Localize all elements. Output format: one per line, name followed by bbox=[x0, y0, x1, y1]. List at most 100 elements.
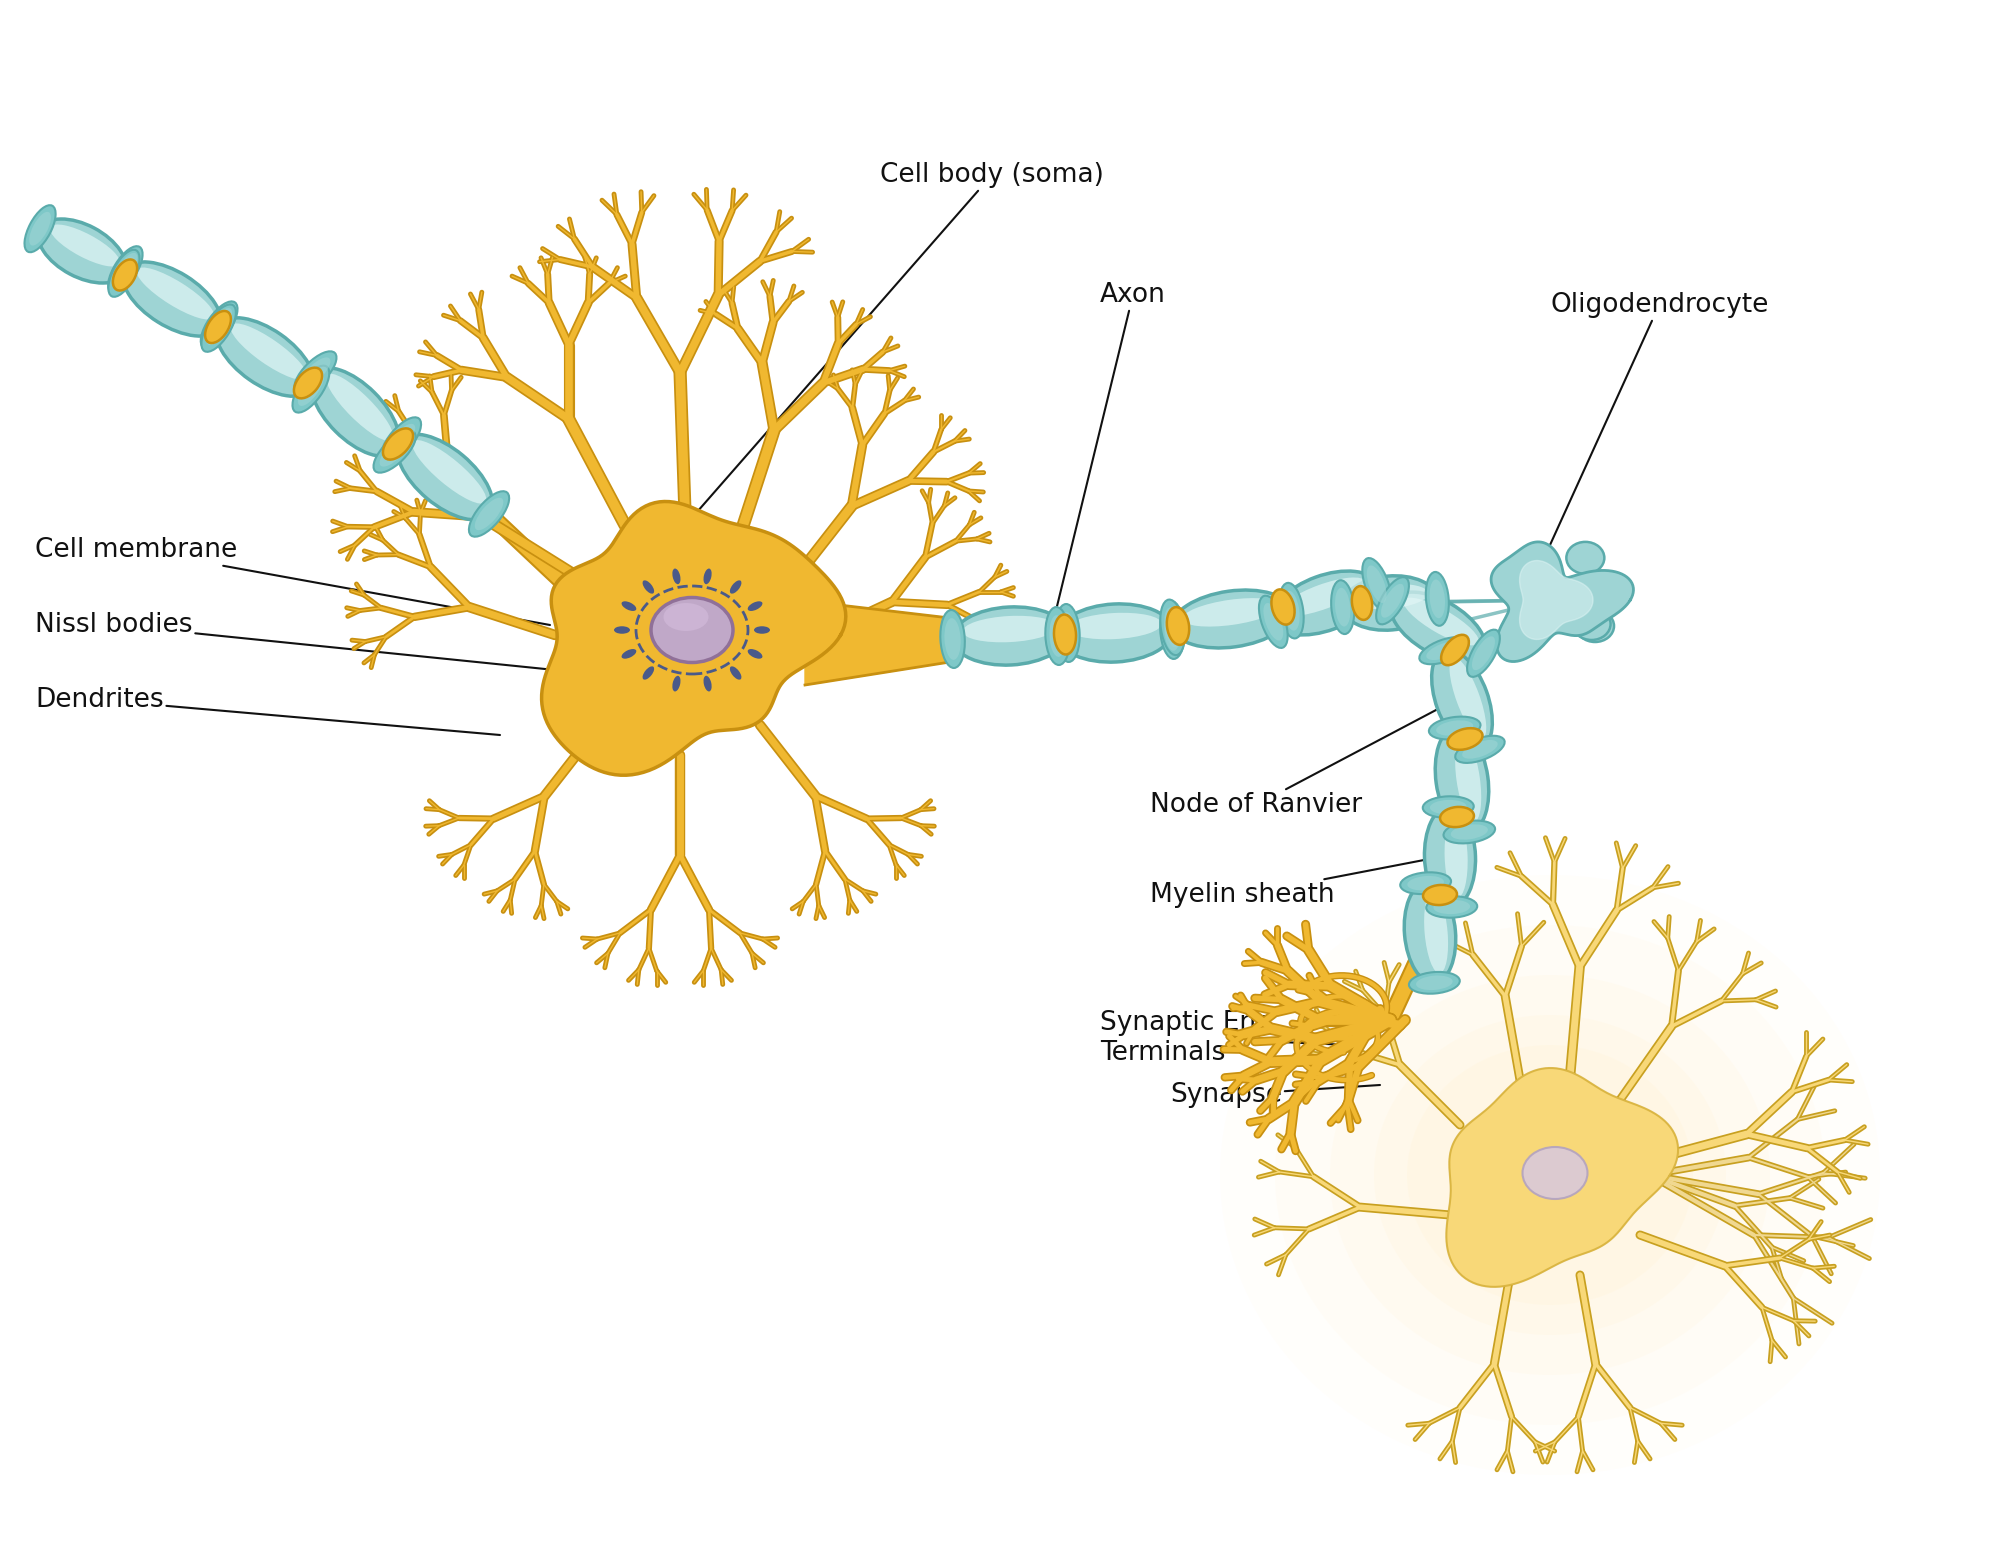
Ellipse shape bbox=[1263, 603, 1283, 641]
Ellipse shape bbox=[1522, 1148, 1587, 1199]
Ellipse shape bbox=[1440, 807, 1474, 827]
Text: Synapse: Synapse bbox=[1170, 1082, 1380, 1109]
Ellipse shape bbox=[1410, 972, 1460, 994]
Ellipse shape bbox=[1376, 577, 1410, 625]
Ellipse shape bbox=[1160, 600, 1184, 655]
Ellipse shape bbox=[730, 667, 742, 680]
Ellipse shape bbox=[1182, 599, 1279, 627]
Ellipse shape bbox=[1436, 728, 1488, 832]
Ellipse shape bbox=[1329, 975, 1770, 1375]
Ellipse shape bbox=[644, 667, 654, 680]
Ellipse shape bbox=[945, 619, 961, 659]
Ellipse shape bbox=[1408, 1045, 1693, 1305]
Ellipse shape bbox=[1068, 613, 1162, 639]
Polygon shape bbox=[1446, 1068, 1677, 1288]
Text: Dendrites: Dendrites bbox=[34, 687, 501, 736]
Polygon shape bbox=[541, 502, 847, 776]
Ellipse shape bbox=[1382, 583, 1404, 617]
Ellipse shape bbox=[754, 627, 770, 634]
Ellipse shape bbox=[1058, 603, 1172, 662]
Ellipse shape bbox=[469, 491, 509, 536]
Ellipse shape bbox=[1367, 566, 1388, 603]
Ellipse shape bbox=[1374, 1015, 1725, 1336]
Ellipse shape bbox=[1060, 613, 1076, 653]
Ellipse shape bbox=[1444, 816, 1468, 897]
Ellipse shape bbox=[1054, 614, 1076, 655]
Ellipse shape bbox=[1279, 583, 1303, 639]
Ellipse shape bbox=[231, 323, 308, 379]
Ellipse shape bbox=[1400, 872, 1452, 894]
Ellipse shape bbox=[1273, 571, 1378, 634]
Ellipse shape bbox=[38, 219, 125, 283]
Ellipse shape bbox=[1462, 740, 1498, 759]
Ellipse shape bbox=[704, 569, 712, 585]
Ellipse shape bbox=[113, 253, 137, 286]
Text: Synaptic End
Terminals: Synaptic End Terminals bbox=[1100, 1011, 1349, 1067]
Ellipse shape bbox=[298, 372, 324, 406]
Ellipse shape bbox=[1422, 796, 1474, 818]
Ellipse shape bbox=[1456, 737, 1482, 821]
Ellipse shape bbox=[386, 425, 414, 456]
Ellipse shape bbox=[1468, 630, 1500, 676]
Ellipse shape bbox=[941, 610, 965, 669]
Ellipse shape bbox=[201, 305, 235, 351]
Text: Oligodendrocyte: Oligodendrocyte bbox=[1550, 292, 1768, 544]
Ellipse shape bbox=[326, 373, 394, 442]
Ellipse shape bbox=[1581, 575, 1619, 608]
Ellipse shape bbox=[1404, 597, 1478, 645]
Ellipse shape bbox=[1424, 885, 1458, 905]
Ellipse shape bbox=[1434, 900, 1470, 914]
Ellipse shape bbox=[1281, 577, 1365, 616]
Ellipse shape bbox=[1577, 610, 1615, 642]
Ellipse shape bbox=[380, 417, 420, 463]
Ellipse shape bbox=[1259, 596, 1287, 648]
Ellipse shape bbox=[672, 569, 680, 585]
Ellipse shape bbox=[412, 440, 487, 504]
Ellipse shape bbox=[1164, 610, 1180, 652]
Ellipse shape bbox=[109, 246, 143, 294]
Ellipse shape bbox=[24, 205, 56, 252]
Ellipse shape bbox=[613, 627, 629, 634]
Ellipse shape bbox=[1404, 883, 1456, 983]
Ellipse shape bbox=[1426, 641, 1462, 659]
Polygon shape bbox=[1490, 541, 1633, 661]
Ellipse shape bbox=[664, 603, 708, 631]
Ellipse shape bbox=[748, 602, 762, 611]
Ellipse shape bbox=[1430, 580, 1446, 619]
Ellipse shape bbox=[50, 224, 121, 266]
Ellipse shape bbox=[1444, 821, 1494, 843]
Text: Myelin sheath: Myelin sheath bbox=[1150, 855, 1450, 908]
Ellipse shape bbox=[1408, 875, 1444, 891]
Ellipse shape bbox=[380, 437, 410, 466]
Ellipse shape bbox=[1351, 585, 1428, 610]
Ellipse shape bbox=[382, 428, 412, 460]
Ellipse shape bbox=[1283, 591, 1299, 631]
Ellipse shape bbox=[730, 580, 742, 594]
Text: Cell membrane: Cell membrane bbox=[34, 536, 549, 625]
Ellipse shape bbox=[1172, 589, 1291, 648]
Ellipse shape bbox=[1436, 720, 1474, 736]
Ellipse shape bbox=[201, 302, 237, 348]
Ellipse shape bbox=[30, 211, 50, 246]
Ellipse shape bbox=[1050, 616, 1066, 656]
Ellipse shape bbox=[113, 260, 137, 291]
Ellipse shape bbox=[1351, 586, 1372, 620]
Polygon shape bbox=[804, 600, 949, 686]
Text: Node of Ranvier: Node of Ranvier bbox=[1150, 700, 1456, 818]
Text: Axon: Axon bbox=[1050, 281, 1166, 634]
Ellipse shape bbox=[1573, 608, 1611, 641]
Ellipse shape bbox=[672, 676, 680, 692]
Ellipse shape bbox=[137, 267, 215, 319]
Ellipse shape bbox=[1392, 592, 1486, 662]
Ellipse shape bbox=[1426, 572, 1448, 625]
Ellipse shape bbox=[1271, 589, 1295, 625]
Ellipse shape bbox=[205, 311, 231, 344]
Ellipse shape bbox=[1450, 658, 1486, 739]
Ellipse shape bbox=[1164, 608, 1180, 647]
Ellipse shape bbox=[1424, 807, 1476, 907]
Ellipse shape bbox=[1430, 799, 1466, 815]
Ellipse shape bbox=[398, 434, 493, 519]
Ellipse shape bbox=[1056, 603, 1080, 662]
Ellipse shape bbox=[704, 676, 712, 692]
Ellipse shape bbox=[1424, 891, 1448, 973]
